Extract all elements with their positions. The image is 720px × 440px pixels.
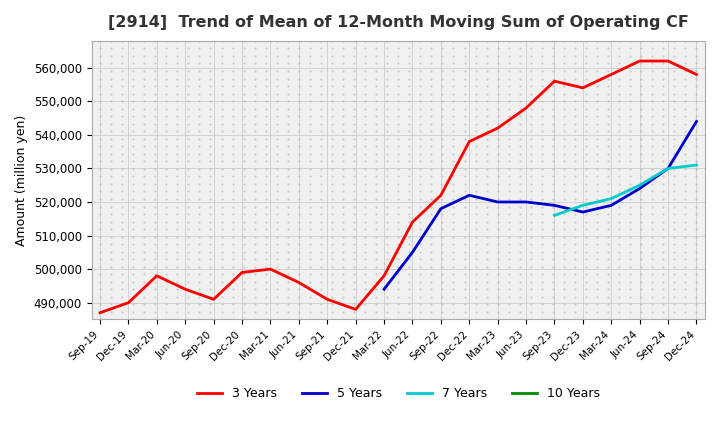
Line: 3 Years: 3 Years xyxy=(100,61,696,313)
3 Years xyxy=(181,286,189,292)
3 Years xyxy=(522,105,531,110)
3 Years xyxy=(379,273,388,279)
3 Years xyxy=(210,297,218,302)
5 Years xyxy=(664,166,672,171)
5 Years xyxy=(635,186,644,191)
5 Years xyxy=(522,199,531,205)
3 Years xyxy=(96,310,104,315)
3 Years xyxy=(153,273,161,279)
Line: 5 Years: 5 Years xyxy=(384,121,696,289)
5 Years xyxy=(579,209,588,215)
3 Years xyxy=(351,307,360,312)
7 Years xyxy=(635,183,644,188)
Line: 7 Years: 7 Years xyxy=(554,165,696,216)
3 Years xyxy=(579,85,588,91)
5 Years xyxy=(607,203,616,208)
3 Years xyxy=(266,267,275,272)
7 Years xyxy=(664,166,672,171)
3 Years xyxy=(664,59,672,64)
3 Years xyxy=(238,270,246,275)
5 Years xyxy=(408,249,417,255)
3 Years xyxy=(550,78,559,84)
Y-axis label: Amount (million yen): Amount (million yen) xyxy=(15,114,28,246)
7 Years xyxy=(692,162,701,168)
Legend: 3 Years, 5 Years, 7 Years, 10 Years: 3 Years, 5 Years, 7 Years, 10 Years xyxy=(192,382,605,405)
3 Years xyxy=(607,72,616,77)
3 Years xyxy=(323,297,332,302)
5 Years xyxy=(379,286,388,292)
5 Years xyxy=(692,119,701,124)
5 Years xyxy=(493,199,502,205)
7 Years xyxy=(579,203,588,208)
7 Years xyxy=(607,196,616,201)
Title: [2914]  Trend of Mean of 12-Month Moving Sum of Operating CF: [2914] Trend of Mean of 12-Month Moving … xyxy=(108,15,689,30)
3 Years xyxy=(408,220,417,225)
7 Years xyxy=(550,213,559,218)
3 Years xyxy=(294,280,303,285)
3 Years xyxy=(124,300,132,305)
3 Years xyxy=(436,193,445,198)
5 Years xyxy=(465,193,474,198)
5 Years xyxy=(550,203,559,208)
3 Years xyxy=(465,139,474,144)
3 Years xyxy=(493,125,502,131)
3 Years xyxy=(635,59,644,64)
3 Years xyxy=(692,72,701,77)
5 Years xyxy=(436,206,445,211)
